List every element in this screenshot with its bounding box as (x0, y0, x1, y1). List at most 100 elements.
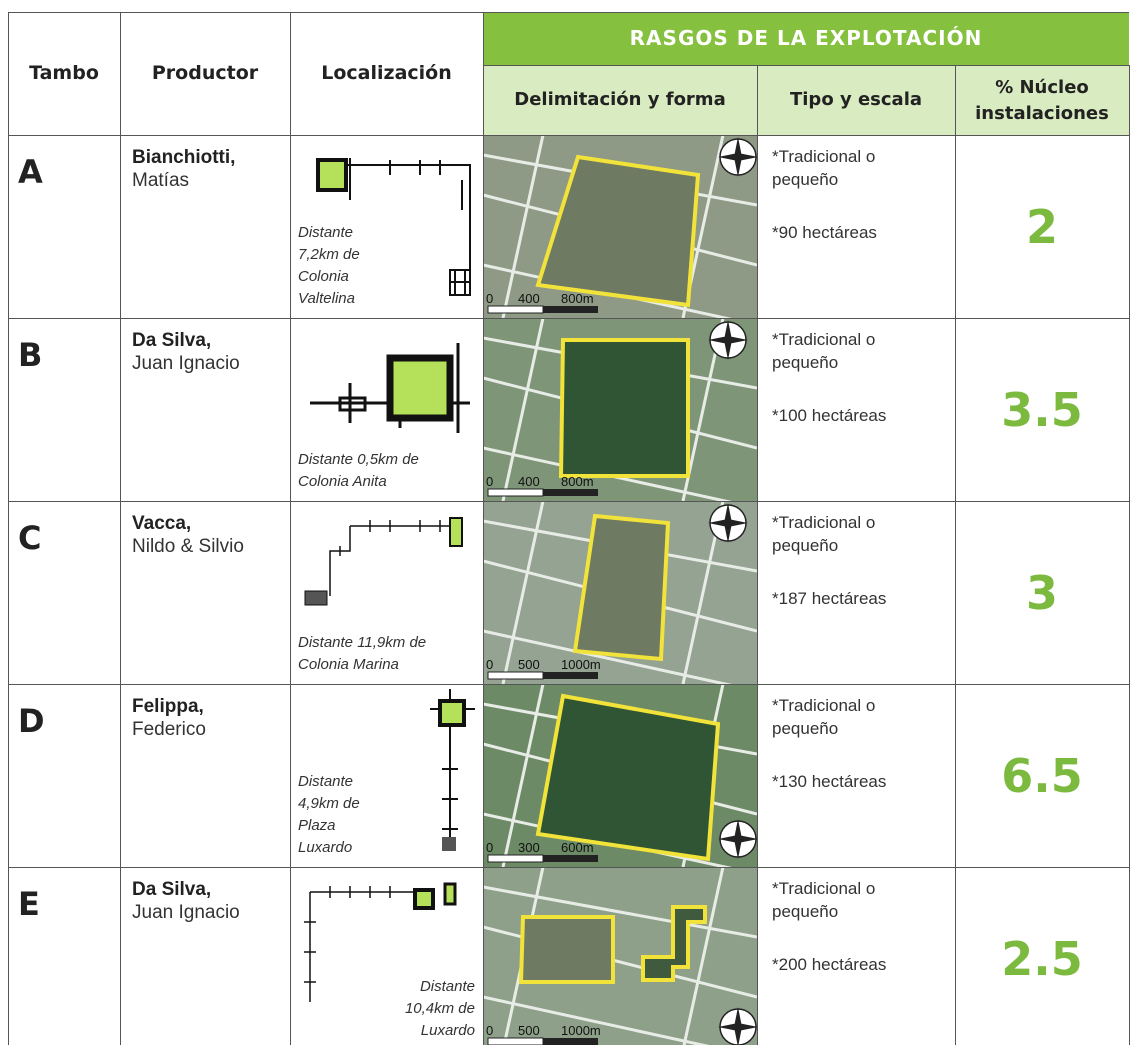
table-border (483, 65, 1129, 66)
table-border (120, 12, 121, 1045)
path (304, 886, 430, 1002)
compass (718, 1007, 757, 1045)
aerial-image: 0 500 1000m (483, 867, 757, 1045)
scale-label: 800m (561, 291, 594, 306)
scale-bar (487, 488, 544, 497)
scale-bar (487, 1037, 544, 1045)
compass (718, 819, 757, 859)
column-header: Delimitación y forma (514, 89, 726, 110)
scale-label: 0 (486, 657, 493, 672)
scale-bar (487, 671, 544, 680)
plot-boundary (558, 338, 690, 478)
tambo-letter: A (18, 153, 43, 191)
aerial-image: 0 300 600m (483, 684, 757, 867)
rect (442, 837, 456, 851)
location-text: Distante (419, 978, 475, 995)
scale-bar (543, 855, 598, 862)
table-border (955, 65, 956, 1045)
rect (413, 888, 435, 910)
scale-label: 1000m (561, 1023, 601, 1038)
location-text: Valtelina (298, 290, 355, 307)
compass (718, 137, 757, 177)
column-header: Tipo y escala (789, 89, 923, 110)
table-border (757, 65, 758, 1045)
producer-name: Federico (132, 719, 206, 740)
scale-label: 800m (561, 474, 594, 489)
location-sketch (304, 882, 457, 1002)
location-text: Distante (298, 773, 354, 790)
group-header: RASGOS DE LA EXPLOTACIÓN (629, 26, 983, 50)
scale-label: 500 (518, 657, 540, 672)
core-percentage: 2 (1025, 200, 1058, 254)
compass (708, 320, 748, 360)
tambo-letter: D (18, 702, 45, 740)
plot-boundary (518, 915, 615, 984)
location-text: Distante 11,9km de (298, 634, 427, 651)
farm-area: *200 hectáreas (772, 955, 887, 974)
table-border (8, 684, 1129, 685)
location-sketch (430, 689, 475, 851)
scale-label: 600m (561, 840, 594, 855)
scale-label: 300 (518, 840, 540, 855)
column-header: instalaciones (975, 103, 1109, 124)
farm-area: *187 hectáreas (772, 589, 887, 608)
scale-label: 0 (486, 840, 493, 855)
location-sketch (304, 517, 463, 606)
location-text: 10,4km de (404, 1000, 475, 1017)
scale-label: 400 (518, 474, 540, 489)
table-border (8, 501, 1129, 502)
aerial-image: 0 400 800m (483, 318, 757, 501)
table-border (8, 12, 1129, 13)
location-text: Luxardo (298, 839, 353, 856)
scale-label: 0 (486, 1023, 493, 1038)
location-text: Distante 0,5km de (298, 451, 419, 468)
scale-bar (487, 854, 544, 863)
farm-area: *100 hectáreas (772, 406, 887, 425)
path (449, 269, 471, 296)
scale-bar (543, 672, 598, 679)
aerial-image: 0 500 1000m (483, 501, 757, 684)
scale-bar (543, 489, 598, 496)
subheader-bg (483, 65, 1129, 135)
scale-label: 400 (518, 291, 540, 306)
table-border (8, 12, 9, 1045)
tambo-letter: C (18, 519, 42, 557)
plot-boundary (572, 513, 671, 662)
rect (386, 354, 454, 422)
location-text: Plaza (298, 817, 336, 834)
compass (708, 503, 748, 543)
farm-area: *90 hectáreas (772, 223, 877, 242)
table-border (8, 135, 1129, 136)
producer-name: Nildo & Silvio (132, 536, 244, 557)
producer-surname: Da Silva, (132, 330, 212, 351)
path (443, 882, 457, 906)
aerial-image: 0 400 800m (483, 135, 757, 318)
location-text: Colonia Marina (298, 656, 399, 673)
path (330, 158, 471, 290)
producer-name: Juan Ignacio (132, 353, 240, 374)
rect (316, 158, 348, 192)
scale-label: 0 (486, 291, 493, 306)
table-border (8, 867, 1129, 868)
tambo-letter: B (18, 336, 43, 374)
column-header: Productor (151, 62, 259, 84)
scale-bar (487, 305, 544, 314)
producer-name: Matías (132, 170, 190, 191)
location-text: Colonia Anita (298, 473, 387, 490)
rect (304, 590, 328, 606)
location-sketch (310, 343, 470, 433)
group-header-bg (483, 12, 1129, 65)
scale-bar (543, 1038, 598, 1045)
plot-boundary (535, 693, 721, 862)
producer-surname: Vacca, (132, 513, 192, 534)
producer-surname: Bianchiotti, (132, 147, 236, 168)
scale-label: 500 (518, 1023, 540, 1038)
tambo-letter: E (18, 885, 40, 923)
location-text: 4,9km de (298, 795, 360, 812)
rect (438, 699, 466, 727)
table-border (483, 12, 484, 1045)
plot-boundary (535, 154, 701, 308)
plot-boundary (641, 905, 707, 982)
location-text: Colonia (298, 268, 349, 285)
